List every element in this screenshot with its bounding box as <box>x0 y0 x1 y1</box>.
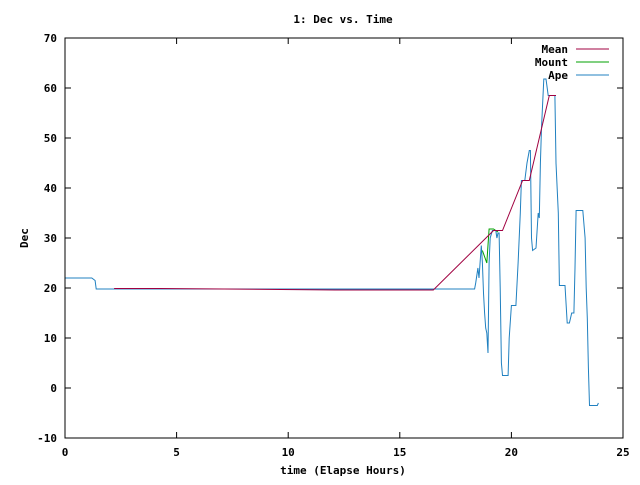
legend-label-ape: Ape <box>548 69 568 82</box>
chart-title: 1: Dec vs. Time <box>293 13 393 26</box>
x-axis-label: time (Elapse Hours) <box>280 464 406 477</box>
y-tick-label: 50 <box>44 132 57 145</box>
y-tick-label: 10 <box>44 332 57 345</box>
x-tick-label: 15 <box>393 446 406 459</box>
series-line-mean <box>114 95 556 291</box>
series-lines <box>65 78 599 406</box>
x-tick-label: 5 <box>173 446 180 459</box>
legend-label-mount: Mount <box>535 56 568 69</box>
plot-frame <box>64 37 624 439</box>
y-tick-label: 40 <box>44 182 57 195</box>
x-tick-label: 20 <box>505 446 518 459</box>
x-tick-label: 0 <box>62 446 69 459</box>
x-tick-label: 10 <box>282 446 295 459</box>
legend-label-mean: Mean <box>542 43 569 56</box>
y-tick-label: 60 <box>44 82 57 95</box>
y-tick-label: -10 <box>37 432 57 445</box>
y-tick-label: 70 <box>44 32 57 45</box>
y-axis-label: Dec <box>18 228 31 248</box>
axis-ticks: 0 5 10 15 20 25 -10 0 10 20 30 40 50 60 70 <box>37 32 630 459</box>
y-tick-label: 30 <box>44 232 57 245</box>
y-tick-label: 0 <box>50 382 57 395</box>
y-tick-label: 20 <box>44 282 57 295</box>
x-tick-label: 25 <box>616 446 629 459</box>
series-line-ape <box>65 78 599 406</box>
